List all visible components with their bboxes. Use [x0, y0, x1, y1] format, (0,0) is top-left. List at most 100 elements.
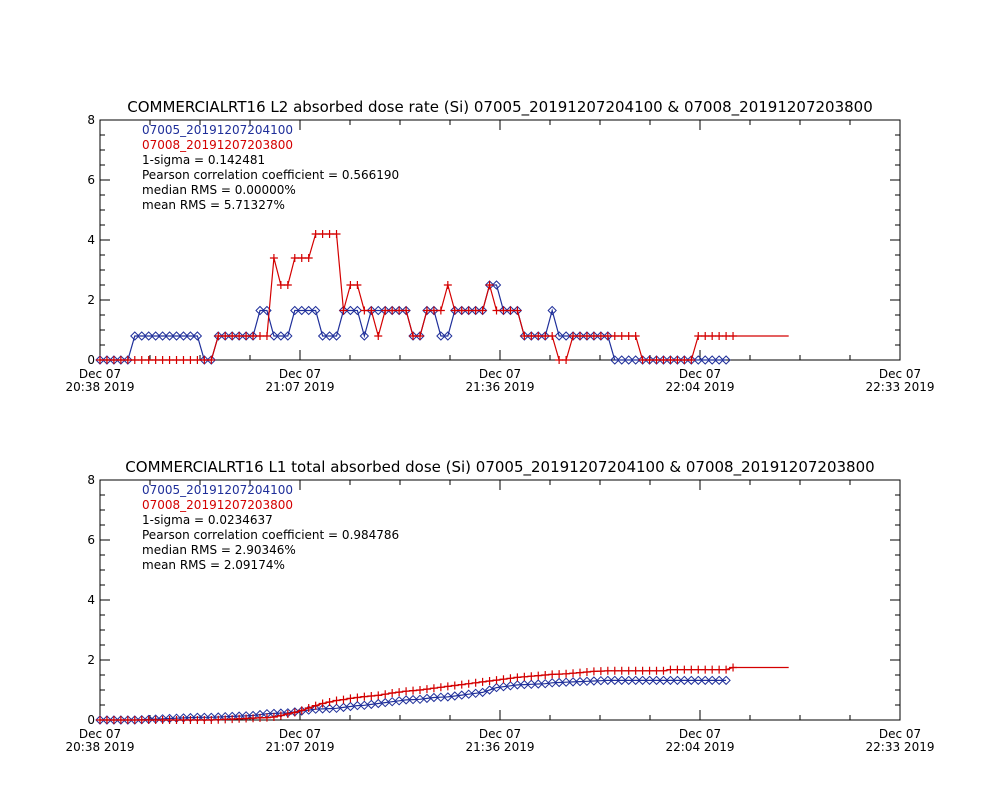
data-point-plus	[109, 356, 118, 364]
data-point-plus	[144, 716, 153, 724]
data-point-plus	[499, 306, 508, 315]
data-point-plus	[290, 708, 299, 717]
data-point-diamond	[192, 331, 203, 341]
legend-entry: Pearson correlation coefficient = 0.9847…	[142, 528, 399, 542]
x-tick-label-day: Dec 07	[679, 727, 721, 741]
data-point-plus	[367, 306, 376, 315]
data-point-diamond	[714, 675, 724, 686]
data-point-diamond	[575, 676, 585, 687]
data-point-diamond	[443, 692, 453, 702]
data-point-diamond	[317, 704, 328, 714]
data-point-plus	[645, 666, 654, 675]
data-point-plus	[346, 694, 355, 703]
data-point-plus	[694, 332, 703, 340]
data-point-diamond	[561, 677, 571, 687]
data-point-plus	[429, 306, 438, 315]
data-point-diamond	[623, 355, 634, 365]
data-point-plus	[478, 677, 487, 686]
data-point-diamond	[561, 331, 571, 341]
data-point-plus	[499, 675, 508, 684]
data-point-diamond	[512, 680, 523, 690]
data-point-plus	[109, 716, 118, 724]
data-point-plus	[450, 681, 459, 690]
chart-title: COMMERCIALRT16 L2 absorbed dose rate (Si…	[127, 98, 873, 117]
data-point-diamond	[310, 305, 321, 316]
data-point-plus	[555, 670, 564, 679]
data-point-diamond	[596, 675, 606, 686]
data-point-plus	[123, 356, 132, 364]
series-line-2	[100, 233, 789, 361]
x-tick-label-day: Dec 07	[479, 367, 521, 381]
data-point-plus	[332, 230, 341, 238]
data-point-diamond	[686, 675, 697, 686]
data-point-diamond	[491, 280, 502, 290]
data-point-plus	[235, 714, 244, 723]
legend-entry: median RMS = 2.90346%	[142, 543, 296, 557]
data-point-plus	[228, 332, 237, 340]
data-point-plus	[422, 685, 431, 694]
legend-entry: 1-sigma = 0.0234637	[142, 513, 273, 527]
data-point-plus	[673, 356, 682, 364]
data-point-plus	[283, 710, 292, 718]
data-point-plus	[471, 678, 480, 687]
y-tick-label: 0	[87, 713, 95, 727]
data-point-plus	[151, 716, 160, 724]
data-point-plus	[589, 332, 598, 340]
data-point-diamond	[130, 331, 140, 341]
y-tick-label: 8	[87, 473, 95, 487]
data-point-diamond	[345, 701, 356, 712]
data-point-plus	[548, 670, 557, 679]
data-point-plus	[311, 230, 320, 238]
data-point-plus	[617, 332, 626, 340]
data-point-plus	[541, 332, 550, 340]
data-point-plus	[409, 332, 418, 340]
data-point-diamond	[429, 692, 439, 703]
data-point-plus	[471, 306, 480, 315]
data-point-plus	[242, 714, 251, 723]
data-point-diamond	[630, 675, 641, 686]
data-point-plus	[318, 230, 327, 238]
data-point-plus	[722, 665, 731, 674]
data-point-plus	[172, 716, 181, 724]
data-point-diamond	[707, 355, 717, 365]
data-point-diamond	[721, 675, 731, 686]
data-point-plus	[360, 692, 369, 701]
data-point-plus	[582, 332, 591, 340]
y-tick-label: 6	[87, 533, 95, 547]
data-point-plus	[374, 332, 383, 340]
data-point-plus	[443, 682, 452, 691]
data-point-plus	[715, 332, 724, 340]
data-point-plus	[116, 356, 125, 364]
data-point-plus	[395, 306, 404, 315]
data-point-plus	[659, 666, 668, 675]
data-point-plus	[652, 666, 661, 675]
data-point-plus	[416, 686, 424, 694]
data-point-plus	[158, 356, 167, 364]
data-point-diamond	[352, 305, 363, 316]
x-tick-label-day: Dec 07	[79, 727, 121, 741]
data-point-diamond	[297, 305, 307, 316]
legend-entry: Pearson correlation coefficient = 0.5661…	[142, 168, 399, 182]
data-point-plus	[297, 254, 306, 262]
data-point-plus	[304, 704, 313, 712]
x-tick-label-time: 21:07 2019	[266, 740, 335, 754]
data-point-plus	[506, 674, 515, 683]
data-point-plus	[603, 332, 612, 340]
data-point-plus	[436, 683, 445, 692]
data-point-plus	[457, 680, 466, 689]
data-point-plus	[409, 686, 418, 695]
data-point-plus	[402, 306, 411, 315]
data-point-plus	[680, 356, 689, 364]
data-point-plus	[722, 332, 731, 340]
data-point-plus	[520, 672, 529, 681]
x-tick-label-time: 20:38 2019	[66, 380, 135, 394]
data-point-plus	[701, 665, 710, 674]
data-point-diamond	[359, 331, 370, 341]
data-point-plus	[513, 673, 522, 682]
data-point-diamond	[436, 331, 446, 341]
data-point-plus	[436, 306, 445, 315]
data-point-plus	[548, 332, 557, 340]
data-point-plus	[694, 665, 703, 674]
data-point-plus	[325, 698, 334, 706]
data-point-plus	[582, 668, 591, 676]
